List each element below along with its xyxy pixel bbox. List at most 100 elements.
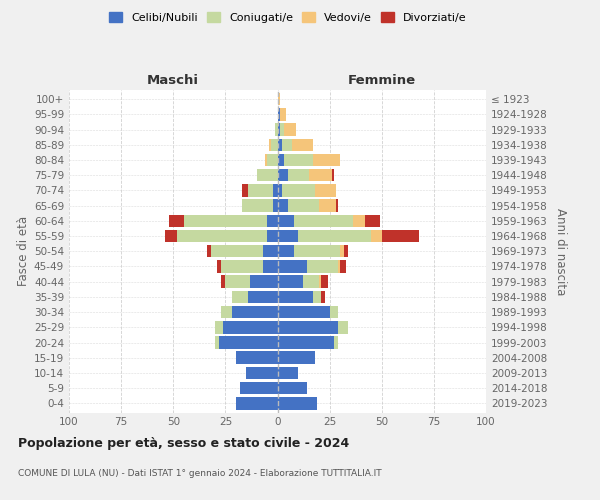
Bar xyxy=(294,245,340,258)
Bar xyxy=(277,184,281,196)
Bar xyxy=(307,260,338,272)
Bar xyxy=(219,336,277,349)
Bar xyxy=(267,214,277,227)
Bar xyxy=(248,290,277,303)
Bar xyxy=(338,321,349,334)
Bar xyxy=(267,154,277,166)
Bar xyxy=(215,336,219,349)
Bar xyxy=(250,276,277,288)
Text: Popolazione per età, sesso e stato civile - 2024: Popolazione per età, sesso e stato civil… xyxy=(18,438,349,450)
Bar xyxy=(277,382,307,394)
Bar xyxy=(277,230,298,242)
Bar xyxy=(223,321,277,334)
Bar xyxy=(226,276,250,288)
Bar xyxy=(281,184,315,196)
Bar xyxy=(313,154,340,166)
Bar xyxy=(277,397,317,409)
Bar xyxy=(280,124,284,136)
Bar xyxy=(313,290,321,303)
Bar xyxy=(277,200,288,212)
Bar xyxy=(277,352,315,364)
Bar xyxy=(277,306,329,318)
Bar xyxy=(344,245,349,258)
Bar xyxy=(371,230,382,242)
Bar xyxy=(294,214,353,227)
Bar xyxy=(334,336,338,349)
Bar xyxy=(263,245,277,258)
Bar xyxy=(217,260,221,272)
Bar xyxy=(329,306,338,318)
Bar xyxy=(321,276,328,288)
Bar xyxy=(184,214,267,227)
Bar xyxy=(277,276,302,288)
Legend: Celibi/Nubili, Coniugati/e, Vedovi/e, Divorziati/e: Celibi/Nubili, Coniugati/e, Vedovi/e, Di… xyxy=(105,8,471,28)
Bar xyxy=(232,306,277,318)
Bar xyxy=(165,230,178,242)
Text: Maschi: Maschi xyxy=(147,74,199,88)
Bar xyxy=(309,169,332,181)
Bar xyxy=(271,138,277,151)
Bar xyxy=(277,124,280,136)
Bar xyxy=(236,352,277,364)
Bar xyxy=(284,124,296,136)
Bar xyxy=(277,260,307,272)
Bar xyxy=(206,245,211,258)
Bar xyxy=(277,245,294,258)
Bar xyxy=(257,169,277,181)
Bar xyxy=(284,154,313,166)
Bar xyxy=(298,230,371,242)
Text: COMUNE DI LULA (NU) - Dati ISTAT 1° gennaio 2024 - Elaborazione TUTTITALIA.IT: COMUNE DI LULA (NU) - Dati ISTAT 1° genn… xyxy=(18,469,382,478)
Bar xyxy=(277,336,334,349)
Bar xyxy=(319,276,321,288)
Bar xyxy=(263,260,277,272)
Y-axis label: Fasce di età: Fasce di età xyxy=(17,216,30,286)
Bar xyxy=(221,260,263,272)
Bar xyxy=(169,214,184,227)
Text: Femmine: Femmine xyxy=(347,74,416,88)
Bar xyxy=(215,321,223,334)
Bar xyxy=(292,138,313,151)
Bar xyxy=(269,138,271,151)
Bar xyxy=(242,200,274,212)
Bar xyxy=(332,169,334,181)
Bar xyxy=(240,382,277,394)
Y-axis label: Anni di nascita: Anni di nascita xyxy=(554,208,567,295)
Bar xyxy=(338,260,340,272)
Bar xyxy=(302,276,319,288)
Bar xyxy=(277,108,280,120)
Bar xyxy=(242,184,248,196)
Bar xyxy=(353,214,365,227)
Bar xyxy=(178,230,267,242)
Bar xyxy=(274,200,277,212)
Bar xyxy=(277,93,280,106)
Bar xyxy=(236,397,277,409)
Bar xyxy=(221,276,226,288)
Bar xyxy=(221,306,232,318)
Bar xyxy=(340,245,344,258)
Bar xyxy=(315,184,336,196)
Bar xyxy=(321,290,325,303)
Bar xyxy=(275,124,277,136)
Bar xyxy=(280,108,286,120)
Bar xyxy=(265,154,267,166)
Bar xyxy=(274,184,277,196)
Bar xyxy=(232,290,248,303)
Bar xyxy=(267,230,277,242)
Bar xyxy=(288,200,319,212)
Bar xyxy=(277,290,313,303)
Bar xyxy=(281,138,292,151)
Bar xyxy=(277,169,288,181)
Bar xyxy=(277,138,281,151)
Bar xyxy=(277,321,338,334)
Bar xyxy=(277,366,298,379)
Bar xyxy=(277,214,294,227)
Bar xyxy=(319,200,336,212)
Bar xyxy=(246,366,277,379)
Bar xyxy=(340,260,346,272)
Bar xyxy=(288,169,309,181)
Bar xyxy=(277,154,284,166)
Bar xyxy=(336,200,338,212)
Bar xyxy=(248,184,274,196)
Bar xyxy=(211,245,263,258)
Bar xyxy=(382,230,419,242)
